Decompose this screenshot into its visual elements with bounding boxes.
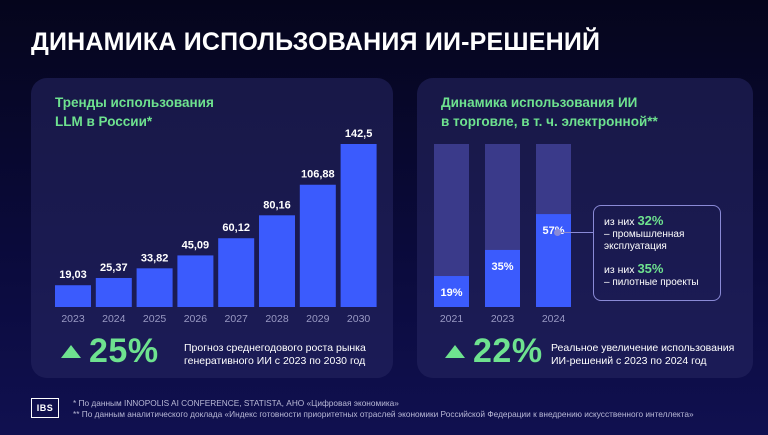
llm-bar-value-label: 19,03: [59, 269, 87, 281]
callout-connector-line: [557, 232, 593, 233]
llm-bar: [136, 268, 173, 307]
llm-year-tick: 2028: [265, 313, 289, 325]
callout-percent: 35%: [637, 261, 664, 276]
callout-prefix: из них: [604, 264, 635, 276]
retail-year-tick: 2023: [491, 313, 515, 325]
retail-panel-title-line2: в торговле, в т. ч. электронной**: [441, 114, 658, 129]
footnote-2: ** По данным аналитического доклада «Инд…: [73, 409, 694, 419]
up-arrow-icon: [445, 345, 465, 358]
retail-year-tick: 2024: [542, 313, 566, 325]
llm-growth-value: 25%: [89, 332, 159, 370]
llm-bar-value-label: 106,88: [301, 169, 335, 181]
callout-percent: 32%: [637, 213, 664, 228]
retail-bar: [536, 214, 571, 307]
callout-prefix: из них: [604, 216, 635, 228]
llm-year-tick: 2023: [61, 313, 85, 325]
retail-panel-title: Динамика использования ИИ в торговле, в …: [441, 93, 658, 131]
llm-bar-value-label: 60,12: [222, 222, 250, 234]
llm-growth-stat: 25%: [61, 332, 159, 371]
retail-growth-caption-line1: Реальное увеличение использования: [551, 342, 735, 354]
callout-item-pilot: из них 35% – пилотные проекты: [604, 262, 720, 289]
callout-desc-line2: эксплуатация: [604, 241, 667, 252]
retail-bar-value-label: 35%: [491, 261, 513, 273]
llm-bar: [259, 215, 295, 307]
llm-bar: [177, 255, 214, 307]
llm-bar: [299, 184, 336, 307]
llm-bar: [95, 277, 132, 307]
retail-ai-panel: Динамика использования ИИ в торговле, в …: [417, 78, 753, 378]
llm-bar: [218, 238, 255, 307]
footnote-1: * По данным INNOPOLIS AI CONFERENCE, STA…: [73, 398, 399, 408]
retail-growth-caption-line2: ИИ-решений с 2023 по 2024 год: [551, 355, 707, 367]
llm-year-tick: 2026: [184, 313, 208, 325]
llm-bar-value-label: 45,09: [182, 239, 210, 251]
breakdown-callout: из них 32% – промышленная эксплуатация и…: [593, 205, 721, 301]
page-title: ДИНАМИКА ИСПОЛЬЗОВАНИЯ ИИ-РЕШЕНИЙ: [31, 28, 601, 56]
ibs-logo: IBS: [31, 398, 59, 418]
llm-bar-value-label: 142,5: [345, 128, 373, 140]
llm-year-tick: 2029: [306, 313, 330, 325]
retail-growth-stat: 22%: [445, 332, 543, 371]
llm-growth-caption: Прогноз среднегодового роста рынка генер…: [184, 342, 366, 368]
llm-panel-title-line1: Тренды использования: [55, 95, 214, 110]
llm-year-tick: 2025: [143, 313, 167, 325]
retail-bar: [434, 276, 469, 307]
callout-desc-line1: – промышленная: [604, 229, 685, 240]
llm-bar: [340, 144, 377, 307]
callout-desc-line1: – пилотные проекты: [604, 277, 699, 288]
llm-bar-value-label: 33,82: [141, 252, 169, 264]
retail-growth-caption: Реальное увеличение использования ИИ-реш…: [551, 342, 734, 368]
retail-bar-value-label: 19%: [440, 287, 462, 299]
llm-year-tick: 2030: [347, 313, 371, 325]
llm-bar-value-label: 25,37: [100, 262, 128, 274]
llm-year-tick: 2027: [225, 313, 249, 325]
llm-growth-caption-line1: Прогноз среднегодового роста рынка: [184, 342, 366, 354]
llm-year-tick: 2024: [102, 313, 126, 325]
llm-panel-title-line2: LLM в России*: [55, 114, 153, 129]
retail-panel-title-line1: Динамика использования ИИ: [441, 95, 638, 110]
llm-bar-value-label: 80,16: [263, 199, 291, 211]
up-arrow-icon: [61, 345, 81, 358]
retail-growth-value: 22%: [473, 332, 543, 370]
llm-bar: [55, 285, 91, 307]
llm-panel-title: Тренды использования LLM в России*: [55, 93, 214, 131]
retail-bar: [485, 249, 520, 307]
llm-trends-panel: Тренды использования LLM в России* 19,03…: [31, 78, 393, 378]
llm-bar-chart: 19,03 2023 25,37 2024 33,82 2025 45,09 2026 60,1…: [55, 128, 377, 325]
callout-item-production: из них 32% – промышленная эксплуатация: [604, 214, 720, 253]
retail-year-tick: 2021: [440, 313, 464, 325]
footnotes: * По данным INNOPOLIS AI CONFERENCE, STA…: [73, 398, 694, 420]
llm-growth-caption-line2: генеративного ИИ с 2023 по 2030 год: [184, 355, 366, 367]
